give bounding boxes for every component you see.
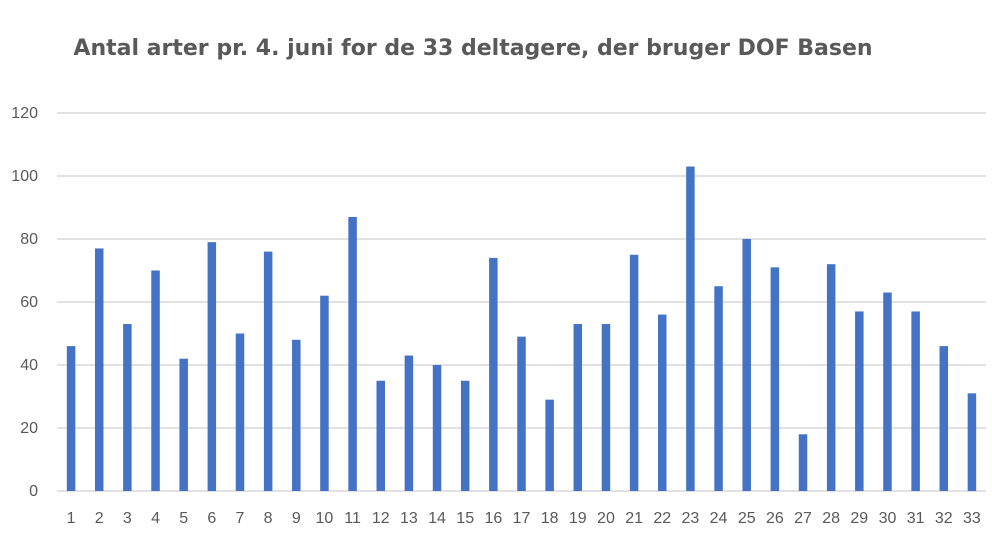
bar: [883, 292, 892, 491]
y-tick-label: 120: [11, 105, 38, 122]
x-tick-label: 20: [597, 510, 615, 527]
x-tick-label: 4: [151, 510, 160, 527]
bar: [855, 311, 864, 491]
x-tick-label: 25: [738, 510, 756, 527]
x-tick-label: 19: [569, 510, 587, 527]
bar: [94, 248, 104, 491]
x-tick-label: 12: [372, 510, 390, 527]
y-tick-label: 20: [20, 420, 38, 437]
bar: [263, 251, 273, 491]
bar: [320, 295, 329, 491]
bar: [714, 286, 723, 491]
bar: [658, 314, 667, 491]
bar: [376, 380, 385, 491]
bar: [939, 346, 949, 491]
y-tick-label: 100: [11, 168, 38, 185]
x-tick-label: 31: [907, 510, 925, 527]
y-axis-tick-labels: 0 20 40 60 80 100 120: [11, 105, 38, 500]
y-tick-label: 60: [20, 294, 38, 311]
x-tick-label: 26: [766, 510, 784, 527]
x-tick-label: 1: [67, 510, 76, 527]
bar: [292, 339, 301, 491]
bar: [686, 166, 695, 492]
bar: [545, 399, 554, 491]
x-tick-label: 29: [850, 510, 868, 527]
bar: [601, 324, 611, 491]
x-tick-label: 5: [179, 510, 188, 527]
bar: [460, 380, 470, 491]
bar: [798, 434, 808, 491]
bar: [826, 264, 836, 491]
x-tick-label: 10: [316, 510, 334, 527]
x-tick-label: 14: [428, 510, 446, 527]
x-axis-tick-labels: 1 2 3 4 5 6 7 8 9 10 11 12 13 14 15 16 17 18 19 20 21 22 23 24 2…: [67, 510, 981, 527]
x-tick-label: 3: [123, 510, 132, 527]
bar: [517, 336, 526, 491]
bar: [207, 242, 217, 491]
bar: [489, 257, 498, 491]
x-tick-label: 24: [710, 510, 728, 527]
x-tick-label: 17: [513, 510, 531, 527]
bar: [573, 324, 583, 491]
bar: [967, 393, 977, 491]
x-tick-label: 32: [935, 510, 953, 527]
bar: [151, 270, 160, 491]
bar: [179, 358, 188, 491]
y-tick-label: 80: [20, 231, 38, 248]
bar: [66, 346, 76, 491]
x-tick-label: 30: [879, 510, 897, 527]
bar: [348, 216, 357, 491]
bars: [66, 166, 977, 492]
bar: [235, 333, 245, 491]
x-tick-label: 13: [400, 510, 418, 527]
x-tick-label: 2: [95, 510, 104, 527]
y-tick-label: 40: [20, 357, 38, 374]
y-tick-label: 0: [29, 483, 38, 500]
x-tick-label: 23: [682, 510, 700, 527]
chart-title: Antal arter pr. 4. juni for de 33 deltag…: [73, 36, 873, 61]
x-tick-label: 6: [207, 510, 216, 527]
x-tick-label: 7: [236, 510, 245, 527]
x-tick-label: 22: [653, 510, 671, 527]
bar: [404, 355, 414, 491]
x-tick-label: 16: [484, 510, 502, 527]
x-tick-label: 18: [541, 510, 559, 527]
x-tick-label: 21: [625, 510, 643, 527]
x-tick-label: 11: [344, 510, 361, 527]
x-tick-label: 9: [292, 510, 301, 527]
bar: [123, 324, 132, 491]
bar: [629, 254, 639, 491]
bar: [742, 239, 751, 491]
bar: [432, 365, 442, 491]
x-tick-label: 15: [456, 510, 474, 527]
x-tick-label: 33: [963, 510, 981, 527]
x-tick-label: 27: [794, 510, 812, 527]
bar: [770, 267, 780, 491]
x-tick-label: 28: [822, 510, 840, 527]
bar: [911, 311, 920, 491]
x-tick-label: 8: [264, 510, 273, 527]
